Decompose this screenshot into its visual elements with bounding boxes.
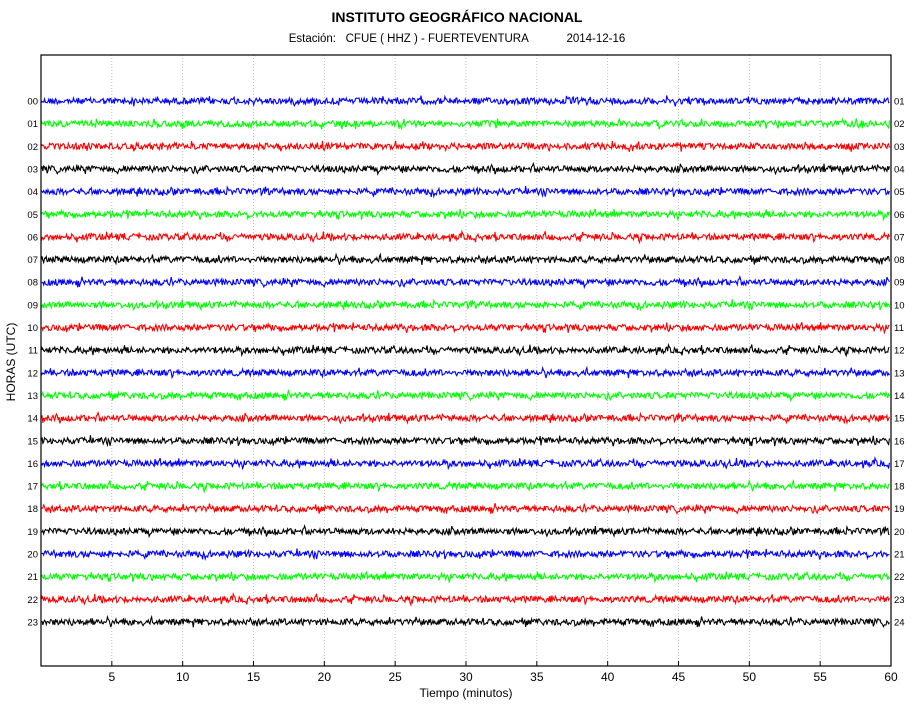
right-hour-labels: 01 02 03 04 05 06 07 08 09 10 11 12 13 14 15 16 17 18 19 20… bbox=[894, 97, 905, 629]
right-hour-label: 09 bbox=[894, 278, 905, 289]
left-hour-label: 12 bbox=[27, 368, 38, 379]
x-tick-label: 35 bbox=[530, 670, 544, 684]
station-label: Estación: bbox=[288, 33, 337, 45]
left-hour-label: 19 bbox=[27, 527, 38, 538]
right-hour-label: 23 bbox=[894, 595, 905, 606]
x-tick-label: 30 bbox=[459, 670, 473, 684]
left-hour-label: 08 bbox=[27, 278, 38, 289]
left-hour-label: 11 bbox=[28, 346, 38, 357]
seismogram-trace-22 bbox=[41, 591, 890, 607]
x-tick-label: 50 bbox=[743, 670, 757, 684]
seismogram-trace-20 bbox=[41, 548, 890, 561]
left-hour-label: 20 bbox=[27, 550, 38, 561]
seismogram-trace-15 bbox=[41, 435, 890, 448]
station-name: CFUE ( HHZ ) - FUERTEVENTURA bbox=[345, 33, 529, 45]
seismogram-trace-19 bbox=[41, 524, 890, 539]
left-hour-label: 22 bbox=[27, 595, 38, 606]
seismogram-trace-07 bbox=[41, 252, 890, 266]
right-hour-label: 07 bbox=[894, 232, 905, 243]
seismogram-trace-02 bbox=[41, 140, 890, 153]
right-hour-label: 19 bbox=[894, 504, 905, 515]
x-tick-label: 15 bbox=[247, 670, 261, 684]
left-hour-label: 18 bbox=[27, 504, 38, 515]
left-hour-label: 16 bbox=[27, 459, 38, 470]
seismogram-trace-09 bbox=[41, 298, 890, 312]
seismogram-trace-10 bbox=[41, 321, 890, 335]
seismogram-trace-04 bbox=[41, 185, 890, 199]
x-tick-label: 25 bbox=[388, 670, 402, 684]
left-hour-label: 21 bbox=[27, 572, 38, 583]
seismogram-trace-18 bbox=[41, 503, 890, 515]
right-hour-label: 08 bbox=[894, 255, 905, 266]
x-tick-label: 10 bbox=[176, 670, 190, 684]
left-hour-label: 23 bbox=[27, 617, 38, 628]
right-hour-label: 15 bbox=[894, 414, 905, 425]
x-tick-label: 5 bbox=[108, 670, 115, 684]
x-axis-label: Tiempo (minutos) bbox=[420, 686, 513, 700]
y-axis-label: HORAS (UTC) bbox=[4, 323, 18, 402]
left-hour-label: 06 bbox=[27, 232, 38, 243]
right-hour-label: 01 bbox=[894, 97, 905, 108]
right-hour-label: 20 bbox=[894, 527, 905, 538]
right-hour-label: 22 bbox=[894, 572, 905, 583]
seismogram-trace-21 bbox=[41, 570, 890, 584]
seismogram-traces bbox=[41, 94, 890, 629]
x-axis-ticks: 5 10 15 20 25 30 35 40 45 50 55 60 bbox=[108, 661, 898, 684]
x-tick-label: 55 bbox=[813, 670, 827, 684]
seismogram-trace-23 bbox=[41, 614, 890, 629]
seismogram-trace-11 bbox=[41, 342, 890, 358]
x-tick-label: 60 bbox=[884, 670, 898, 684]
left-hour-label: 15 bbox=[27, 436, 38, 447]
left-hour-label: 07 bbox=[27, 255, 38, 266]
right-hour-label: 13 bbox=[894, 368, 905, 379]
left-hour-label: 14 bbox=[27, 414, 38, 425]
right-hour-label: 14 bbox=[894, 391, 905, 402]
right-hour-label: 16 bbox=[894, 436, 905, 447]
right-hour-label: 02 bbox=[894, 119, 905, 130]
right-hour-label: 18 bbox=[894, 482, 905, 493]
right-hour-label: 24 bbox=[894, 617, 905, 628]
seismogram-trace-13 bbox=[41, 389, 890, 403]
right-hour-label: 05 bbox=[894, 187, 905, 198]
seismogram-trace-06 bbox=[41, 229, 890, 245]
seismogram-trace-00 bbox=[41, 94, 890, 108]
seismogram-trace-08 bbox=[41, 275, 890, 290]
seismogram-trace-03 bbox=[41, 161, 890, 176]
right-hour-label: 21 bbox=[894, 550, 905, 561]
left-hour-label: 17 bbox=[27, 482, 38, 493]
left-hour-label: 00 bbox=[27, 97, 38, 108]
seismogram-trace-12 bbox=[41, 365, 890, 380]
date-label: 2014-12-16 bbox=[566, 33, 626, 45]
left-hour-label: 05 bbox=[27, 210, 38, 221]
seismogram-trace-17 bbox=[41, 478, 890, 494]
x-tick-label: 40 bbox=[601, 670, 615, 684]
left-hour-label: 04 bbox=[27, 187, 38, 198]
left-hour-label: 13 bbox=[27, 391, 38, 402]
right-hour-label: 11 bbox=[894, 323, 904, 334]
seismogram-trace-14 bbox=[41, 410, 890, 426]
seismogram-trace-16 bbox=[41, 455, 890, 471]
left-hour-label: 09 bbox=[27, 300, 38, 311]
right-hour-label: 12 bbox=[894, 346, 905, 357]
right-hour-label: 10 bbox=[894, 300, 905, 311]
right-hour-label: 06 bbox=[894, 210, 905, 221]
right-hour-label: 04 bbox=[894, 164, 905, 175]
left-hour-labels: 00 01 02 03 04 05 06 07 08 09 10 11 12 13 14 15 16 17 18 19… bbox=[27, 97, 38, 629]
left-hour-label: 03 bbox=[27, 164, 38, 175]
x-tick-label: 20 bbox=[318, 670, 332, 684]
right-hour-label: 03 bbox=[894, 142, 905, 153]
station-subtitle: Estación: CFUE ( HHZ ) - FUERTEVENTURA 2… bbox=[0, 33, 914, 45]
left-hour-label: 10 bbox=[27, 323, 38, 334]
seismogram-trace-01 bbox=[41, 117, 890, 131]
left-hour-label: 02 bbox=[27, 142, 38, 153]
left-hour-label: 01 bbox=[27, 119, 38, 130]
page-title: INSTITUTO GEOGRÁFICO NACIONAL bbox=[331, 9, 583, 25]
right-hour-label: 17 bbox=[894, 459, 905, 470]
seismogram-trace-05 bbox=[41, 208, 890, 222]
x-tick-label: 45 bbox=[672, 670, 686, 684]
